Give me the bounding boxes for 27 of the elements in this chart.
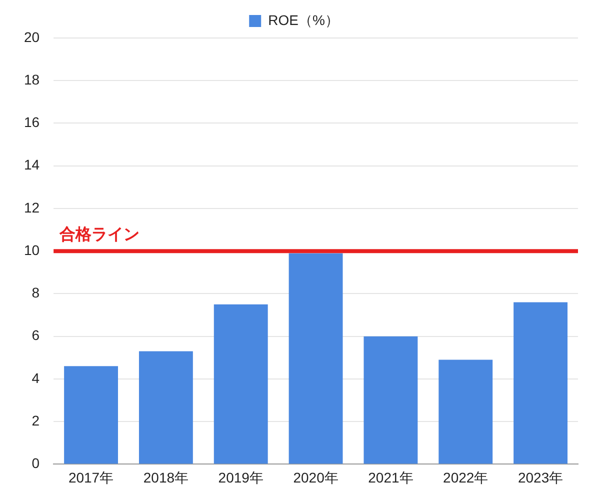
x-tick-label: 2019年	[218, 469, 264, 486]
bar	[514, 302, 568, 464]
y-tick-label: 16	[24, 114, 40, 130]
y-tick-label: 8	[32, 284, 40, 301]
bar	[438, 360, 493, 464]
ref-line-label: 合格ライン	[58, 226, 140, 244]
legend-label: ROE（%）	[268, 12, 339, 28]
x-tick-label: 2022年	[443, 469, 488, 486]
x-tick-label: 2023年	[518, 469, 564, 486]
y-tick-label: 14	[24, 156, 40, 173]
x-tick-label: 2017年	[68, 469, 114, 486]
x-tick-label: 2021年	[368, 469, 414, 486]
y-tick-label: 10	[24, 242, 40, 258]
y-tick-label: 18	[24, 71, 40, 88]
bar	[64, 366, 118, 464]
bar	[214, 304, 268, 464]
bar	[288, 253, 343, 464]
x-tick-label: 2018年	[143, 469, 189, 486]
y-tick-label: 6	[32, 327, 40, 344]
y-tick-label: 0	[32, 455, 40, 472]
bar	[364, 336, 418, 464]
y-tick-label: 12	[24, 199, 40, 216]
y-tick-label: 20	[24, 28, 40, 45]
y-tick-label: 4	[32, 370, 40, 386]
y-tick-label: 2	[32, 412, 40, 428]
bar	[138, 351, 193, 464]
x-tick-label: 2020年	[293, 469, 338, 486]
